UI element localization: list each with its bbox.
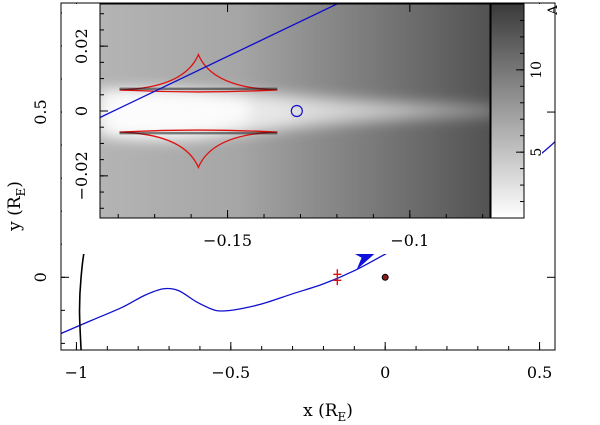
lower-caustic xyxy=(119,129,278,170)
inset-caustic xyxy=(119,52,278,170)
inset-x-tick-label: −0.1 xyxy=(390,231,429,250)
x-axis-label-subscript: E xyxy=(338,410,347,424)
main-markers xyxy=(333,253,389,286)
inset-tick-marks xyxy=(100,4,484,218)
x-tick-label: −1 xyxy=(65,363,89,382)
x-tick-label: 0.5 xyxy=(527,363,552,382)
y-axis-label-subscript: E xyxy=(14,188,28,197)
direction-arrow xyxy=(354,253,375,270)
inset-trajectory-line xyxy=(100,4,338,119)
x-axis-label: x (RE) xyxy=(303,401,353,424)
inset-x-tick-label: −0.15 xyxy=(203,231,252,250)
x-tick-label: 0 xyxy=(380,363,390,382)
y-tick-label: 0.5 xyxy=(31,99,50,124)
inset-magnification-map: −0.15 −0.1 −0.02 0 0.02 5 10 A xyxy=(62,3,561,254)
inset-y-tick-label: 0 xyxy=(72,106,91,116)
colorbar-label: A xyxy=(546,5,561,16)
x-axis-label-close: ) xyxy=(346,401,353,421)
y-axis-label-close: ) xyxy=(5,181,25,188)
lens-marker xyxy=(381,273,389,281)
main-tick-labels: −1 −0.5 0 0.5 0 0.5 xyxy=(31,99,552,382)
upper-caustic xyxy=(119,52,278,93)
inset-heatmap-core xyxy=(110,93,250,133)
colorbar-tick-label: 10 xyxy=(529,61,545,79)
x-tick-label: −0.5 xyxy=(211,363,250,382)
inset-y-tick-label: −0.02 xyxy=(72,151,91,200)
y-tick-label: 0 xyxy=(31,272,50,282)
inset-y-tick-label: 0.02 xyxy=(72,28,91,64)
colorbar xyxy=(490,3,525,219)
main-plot-frame xyxy=(60,2,556,351)
red-caustic-marker xyxy=(333,269,342,286)
colorbar-tick-label: 5 xyxy=(529,148,545,157)
colorbar-ticks: 5 10 xyxy=(516,3,545,203)
inset-trajectory-and-source xyxy=(100,4,338,119)
inset-tick-labels: −0.15 −0.1 −0.02 0 0.02 xyxy=(72,28,429,250)
y-axis-label: y (RE) xyxy=(5,181,28,232)
source-circle xyxy=(290,104,303,118)
